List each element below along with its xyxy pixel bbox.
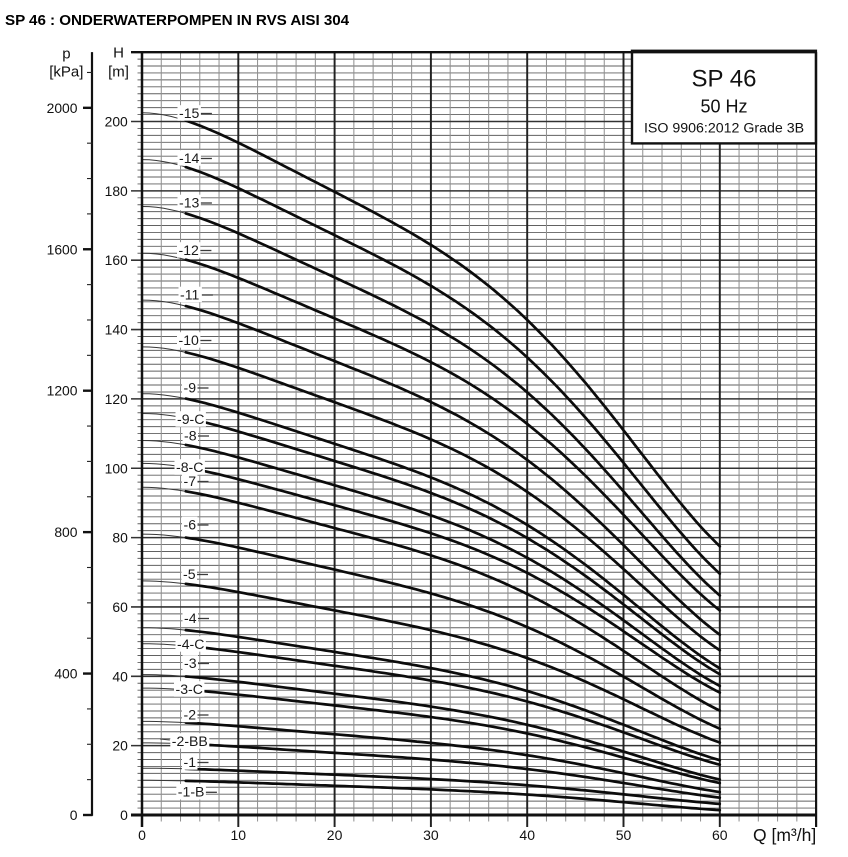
svg-text:2000: 2000	[47, 100, 78, 116]
svg-text:-1: -1	[184, 754, 197, 770]
svg-text:60: 60	[712, 827, 728, 843]
svg-text:30: 30	[423, 827, 439, 843]
svg-text:40: 40	[519, 827, 535, 843]
svg-text:140: 140	[105, 322, 128, 338]
svg-text:-4-C: -4-C	[177, 636, 204, 652]
svg-text:80: 80	[112, 530, 128, 546]
svg-text:0: 0	[138, 827, 146, 843]
svg-text:-4: -4	[184, 610, 197, 626]
svg-text:[kPa]: [kPa]	[49, 64, 83, 81]
svg-text:-12: -12	[179, 242, 200, 258]
svg-text:p: p	[62, 46, 70, 63]
svg-text:-5: -5	[183, 566, 196, 582]
svg-text:-3-C: -3-C	[176, 681, 203, 697]
svg-text:40: 40	[112, 668, 128, 684]
svg-text:-1-B: -1-B	[178, 784, 205, 800]
svg-text:-13: -13	[179, 194, 200, 210]
svg-text:800: 800	[54, 524, 77, 540]
svg-text:ISO 9906:2012 Grade 3B: ISO 9906:2012 Grade 3B	[644, 121, 804, 137]
svg-text:-2: -2	[184, 706, 197, 722]
svg-text:10: 10	[231, 827, 247, 843]
svg-text:200: 200	[105, 114, 128, 130]
svg-text:-7: -7	[184, 473, 197, 489]
svg-text:20: 20	[327, 827, 343, 843]
svg-text:SP 46: SP 46	[692, 66, 757, 93]
svg-text:100: 100	[105, 460, 128, 476]
svg-text:H: H	[113, 45, 124, 62]
svg-text:0: 0	[120, 807, 128, 823]
svg-text:-8-C: -8-C	[176, 459, 203, 475]
svg-text:-6: -6	[184, 516, 197, 532]
svg-text:SP 46 : ONDERWATERPOMPEN IN RV: SP 46 : ONDERWATERPOMPEN IN RVS AISI 304	[5, 12, 350, 29]
svg-text:60: 60	[112, 599, 128, 615]
svg-text:-14: -14	[179, 150, 200, 166]
svg-text:-8: -8	[184, 427, 197, 443]
svg-text:-9: -9	[184, 379, 197, 395]
svg-text:0: 0	[70, 807, 78, 823]
svg-text:-15: -15	[179, 105, 200, 121]
svg-text:50 Hz: 50 Hz	[700, 97, 747, 117]
svg-text:-9-C: -9-C	[177, 411, 204, 427]
svg-text:[m]: [m]	[108, 64, 129, 81]
svg-text:-11: -11	[180, 286, 199, 302]
svg-text:180: 180	[105, 183, 128, 199]
svg-text:-2-BB: -2-BB	[172, 733, 208, 749]
svg-text:120: 120	[105, 391, 128, 407]
svg-text:1200: 1200	[47, 383, 78, 399]
svg-text:400: 400	[54, 666, 77, 682]
svg-text:160: 160	[105, 252, 128, 268]
svg-text:-10: -10	[179, 332, 200, 348]
svg-text:1600: 1600	[47, 241, 78, 257]
svg-text:50: 50	[616, 827, 632, 843]
svg-text:Q [m³/h]: Q [m³/h]	[753, 825, 816, 845]
svg-text:20: 20	[112, 738, 128, 754]
svg-text:-3: -3	[184, 655, 197, 671]
